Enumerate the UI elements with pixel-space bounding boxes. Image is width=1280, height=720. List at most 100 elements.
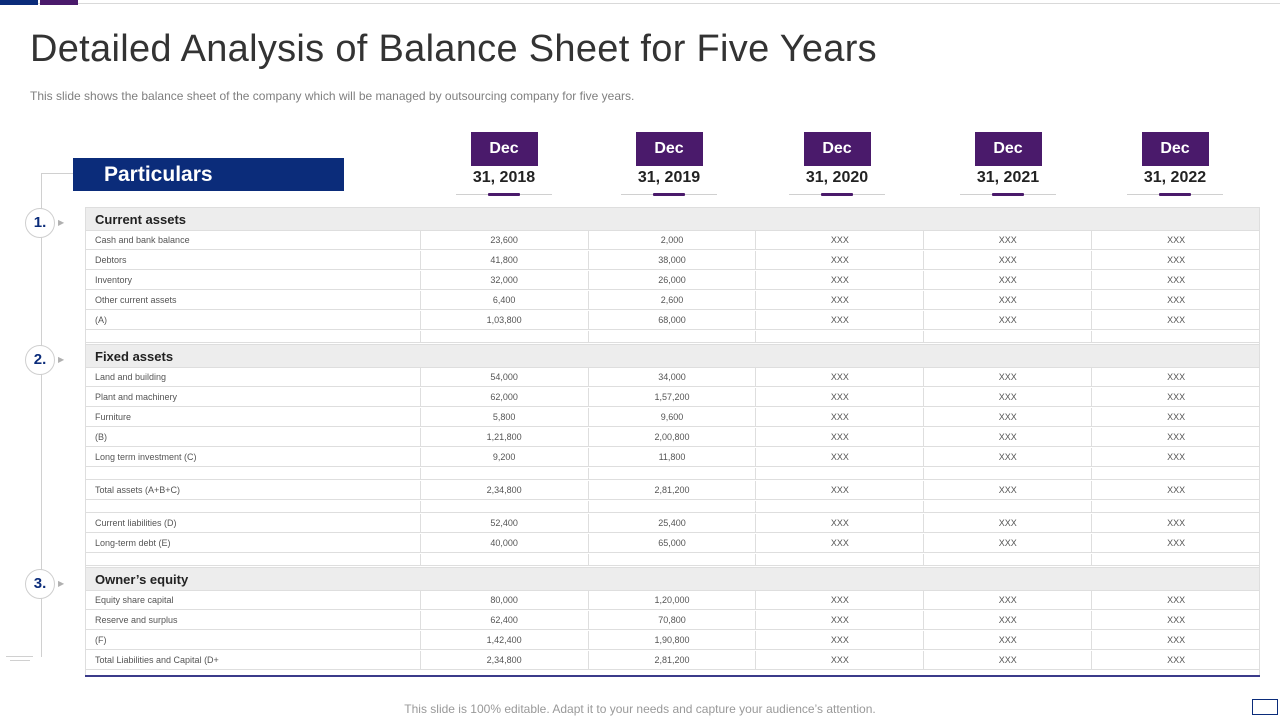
row-value[interactable]: 1,90,800 <box>589 631 757 649</box>
row-value[interactable]: XXX <box>1167 518 1186 528</box>
row-label[interactable]: Long term investment (C) <box>85 448 421 466</box>
row-value[interactable]: XXX <box>1167 295 1186 305</box>
row-value[interactable]: 68,000 <box>589 311 757 329</box>
row-value[interactable]: XXX <box>1167 595 1186 605</box>
row-label[interactable]: Other current assets <box>85 291 421 309</box>
row-value[interactable]: 2,34,800 <box>421 481 589 499</box>
section-title[interactable]: Fixed assets <box>95 349 174 364</box>
year-date[interactable]: 31, 2020 <box>805 169 869 186</box>
row-value[interactable]: XXX <box>756 408 925 426</box>
row-value[interactable]: 40,000 <box>421 534 589 552</box>
year-month[interactable]: Dec <box>635 132 703 166</box>
row-value[interactable]: 11,800 <box>589 448 757 466</box>
year-date[interactable]: 31, 2018 <box>472 169 536 186</box>
row-value[interactable]: XXX <box>1167 235 1186 245</box>
row-value[interactable]: XXX <box>756 591 925 609</box>
row-value[interactable]: 2,81,200 <box>589 481 757 499</box>
row-value[interactable]: XXX <box>924 388 1093 406</box>
row-value[interactable]: 38,000 <box>589 251 757 269</box>
row-value[interactable]: XXX <box>924 231 1093 249</box>
year-date[interactable]: 31, 2021 <box>976 169 1040 186</box>
row-value[interactable]: 52,400 <box>421 514 589 532</box>
row-value[interactable]: XXX <box>924 651 1093 669</box>
row-label[interactable]: Cash and bank balance <box>85 231 421 249</box>
row-label[interactable]: Long-term debt (E) <box>85 534 421 552</box>
year-month[interactable]: Dec <box>974 132 1042 166</box>
row-value[interactable]: 80,000 <box>421 591 589 609</box>
row-value[interactable]: XXX <box>1167 412 1186 422</box>
row-label[interactable]: Reserve and surplus <box>85 611 421 629</box>
page-subtitle[interactable]: This slide shows the balance sheet of th… <box>30 89 635 103</box>
row-value[interactable]: 32,000 <box>421 271 589 289</box>
row-value[interactable]: 1,42,400 <box>421 631 589 649</box>
row-value[interactable]: 62,000 <box>421 388 589 406</box>
row-value[interactable]: 70,800 <box>589 611 757 629</box>
row-label[interactable]: Equity share capital <box>85 591 421 609</box>
row-label[interactable]: Debtors <box>85 251 421 269</box>
section-title[interactable]: Owner’s equity <box>95 572 189 587</box>
row-value[interactable]: XXX <box>756 271 925 289</box>
row-value[interactable]: XXX <box>924 448 1093 466</box>
row-value[interactable]: 1,57,200 <box>589 388 757 406</box>
row-value[interactable]: XXX <box>1167 485 1186 495</box>
row-value[interactable]: 54,000 <box>421 368 589 386</box>
row-value[interactable]: XXX <box>756 428 925 446</box>
row-value[interactable]: XXX <box>924 428 1093 446</box>
row-value[interactable]: XXX <box>1167 275 1186 285</box>
row-value[interactable]: 9,600 <box>589 408 757 426</box>
row-value[interactable]: XXX <box>924 514 1093 532</box>
row-value[interactable]: 1,21,800 <box>421 428 589 446</box>
row-value[interactable]: XXX <box>756 448 925 466</box>
row-value[interactable]: XXX <box>1167 538 1186 548</box>
row-value[interactable]: XXX <box>756 651 925 669</box>
row-value[interactable]: XXX <box>924 591 1093 609</box>
row-value[interactable]: XXX <box>1167 635 1186 645</box>
row-value[interactable]: XXX <box>756 311 925 329</box>
row-value[interactable]: 9,200 <box>421 448 589 466</box>
row-value[interactable]: 34,000 <box>589 368 757 386</box>
row-label[interactable]: Land and building <box>85 368 421 386</box>
row-value[interactable]: 26,000 <box>589 271 757 289</box>
row-value[interactable]: XXX <box>924 534 1093 552</box>
row-label[interactable]: (A) <box>85 311 421 329</box>
row-value[interactable]: XXX <box>924 481 1093 499</box>
footer-note[interactable]: This slide is 100% editable. Adapt it to… <box>404 702 876 716</box>
row-value[interactable]: XXX <box>1167 392 1186 402</box>
row-value[interactable]: XXX <box>924 291 1093 309</box>
row-value[interactable]: XXX <box>924 611 1093 629</box>
row-label[interactable]: Furniture <box>85 408 421 426</box>
particulars-header[interactable]: Particulars <box>73 158 344 191</box>
year-date[interactable]: 31, 2022 <box>1143 169 1207 186</box>
row-value[interactable]: XXX <box>924 311 1093 329</box>
page-title[interactable]: Detailed Analysis of Balance Sheet for F… <box>30 28 877 70</box>
row-value[interactable]: XXX <box>924 251 1093 269</box>
row-value[interactable]: 62,400 <box>421 611 589 629</box>
row-value[interactable]: XXX <box>1167 452 1186 462</box>
row-value[interactable]: XXX <box>756 251 925 269</box>
row-value[interactable]: 65,000 <box>589 534 757 552</box>
row-label[interactable]: Plant and machinery <box>85 388 421 406</box>
row-value[interactable]: XXX <box>924 368 1093 386</box>
row-value[interactable]: XXX <box>756 631 925 649</box>
year-month[interactable]: Dec <box>1141 132 1209 166</box>
row-value[interactable]: 1,03,800 <box>421 311 589 329</box>
row-label[interactable]: (F) <box>85 631 421 649</box>
row-label[interactable]: (B) <box>85 428 421 446</box>
row-value[interactable]: XXX <box>756 291 925 309</box>
row-value[interactable]: XXX <box>1167 315 1186 325</box>
row-value[interactable]: XXX <box>1167 255 1186 265</box>
row-value[interactable]: XXX <box>1167 432 1186 442</box>
row-label[interactable]: Inventory <box>85 271 421 289</box>
row-value[interactable]: 2,00,800 <box>589 428 757 446</box>
row-value[interactable]: 2,34,800 <box>421 651 589 669</box>
row-value[interactable]: 2,000 <box>589 231 757 249</box>
row-value[interactable]: XXX <box>756 481 925 499</box>
row-value[interactable]: 6,400 <box>421 291 589 309</box>
row-value[interactable]: XXX <box>756 514 925 532</box>
row-value[interactable]: 25,400 <box>589 514 757 532</box>
row-value[interactable]: XXX <box>924 408 1093 426</box>
row-value[interactable]: XXX <box>1167 615 1186 625</box>
row-value[interactable]: XXX <box>924 631 1093 649</box>
row-value[interactable]: XXX <box>924 271 1093 289</box>
row-label[interactable]: Total Liabilities and Capital (D+ <box>85 651 421 669</box>
